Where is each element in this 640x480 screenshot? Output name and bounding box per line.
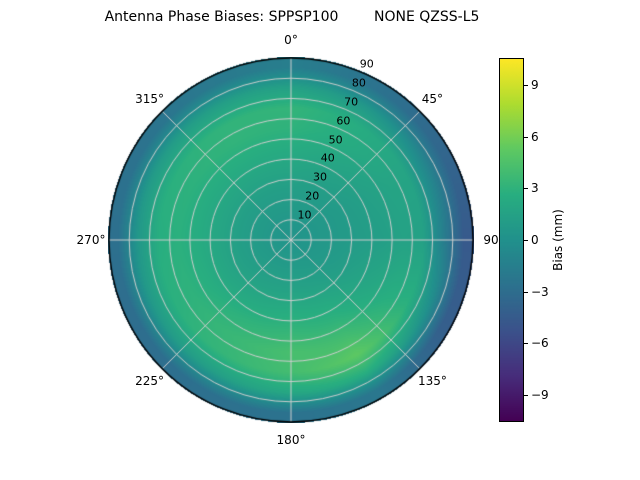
chart-title: Antenna Phase Biases: SPPSP100 NONE QZSS…	[104, 9, 480, 25]
colorbar-tick-label: 9	[531, 77, 539, 92]
angular-tick-label-135: 135°	[417, 374, 447, 389]
colorbar-tickmark	[524, 188, 528, 190]
radial-tick-label-30: 30	[313, 170, 328, 184]
radial-tick-label-80: 80	[351, 76, 366, 90]
colorbar-tickmark	[524, 395, 528, 397]
colorbar-tick-label: −9	[531, 388, 549, 403]
radial-tick-label-20: 20	[305, 189, 320, 203]
colorbar-tickmark	[524, 84, 528, 86]
angular-tick-label-225: 225°	[135, 374, 165, 389]
angular-tick-label-315: 315°	[135, 91, 165, 106]
radial-tick-label-10: 10	[297, 208, 312, 222]
colorbar-tickmark	[524, 240, 528, 241]
polar-heatmap-canvas	[108, 57, 474, 423]
radial-tick-label-60: 60	[336, 114, 351, 128]
colorbar-tick-label: −3	[531, 284, 549, 299]
colorbar-tick-label: −6	[531, 336, 549, 351]
angular-tick-label-180: 180°	[276, 433, 306, 447]
angular-tick-label-0: 0°	[284, 33, 298, 47]
colorbar-tickmark	[524, 136, 528, 138]
colorbar-tickmark	[524, 343, 528, 345]
angular-tick-label-270: 270°	[76, 233, 106, 247]
colorbar-axis-label: Bias (mm)	[551, 209, 565, 271]
radial-tick-label-50: 50	[328, 133, 343, 147]
radial-tick-label-90: 90	[359, 57, 374, 71]
radial-tick-label-40: 40	[320, 151, 335, 165]
colorbar-tickmark	[524, 291, 528, 293]
colorbar-gradient-canvas	[499, 58, 524, 422]
colorbar-tick-label: 6	[531, 129, 539, 144]
colorbar-tick-label: 0	[531, 233, 539, 247]
angular-tick-label-90: 90	[483, 233, 499, 247]
colorbar-tick-label: 3	[531, 181, 539, 196]
radial-tick-label-70: 70	[344, 95, 359, 109]
angular-tick-label-45: 45°	[421, 91, 444, 106]
